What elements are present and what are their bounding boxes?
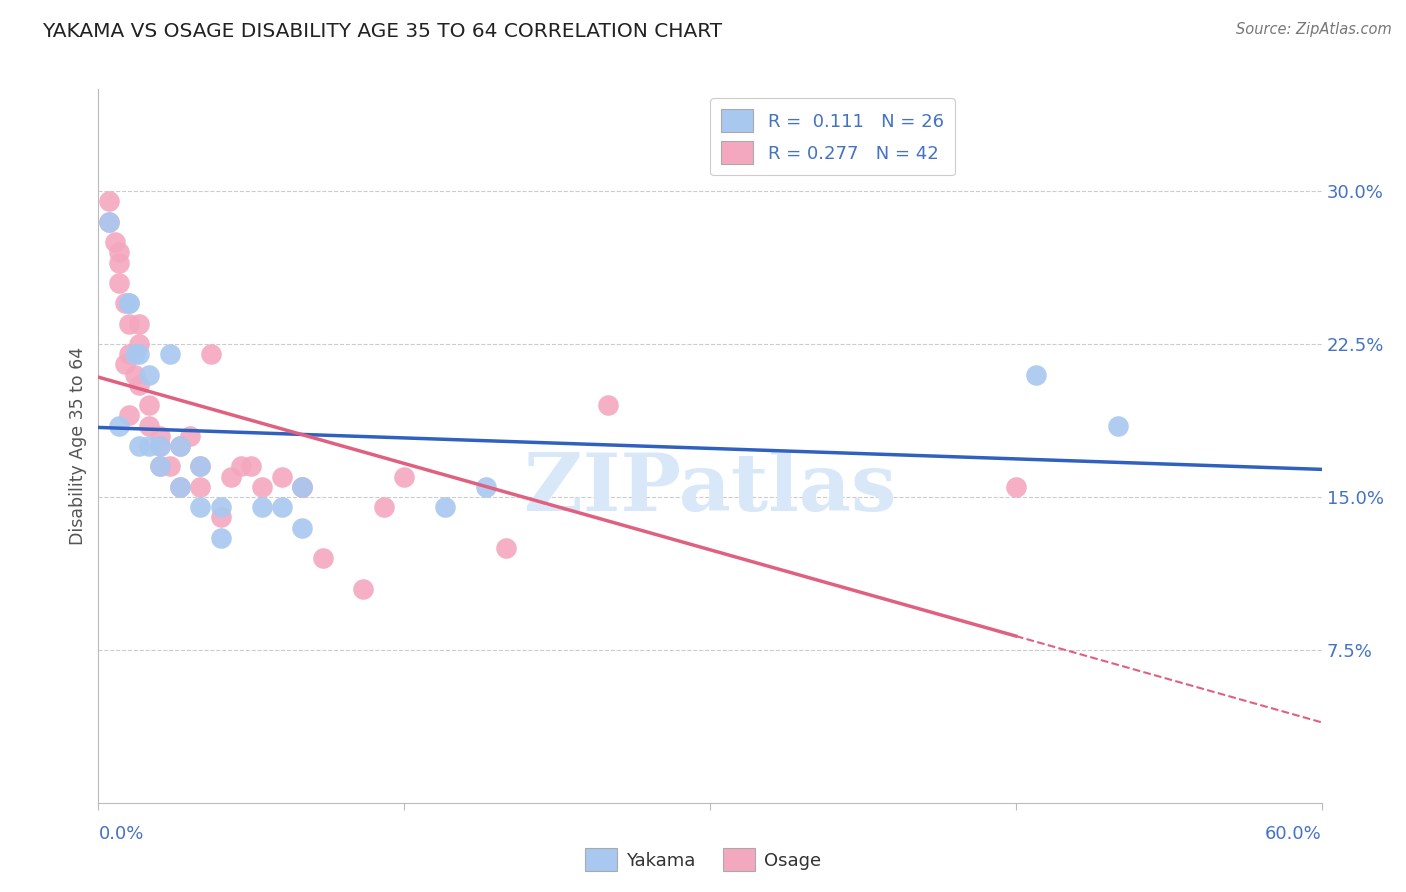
Point (1107, 418, 1129, 433)
Point (97, 194, 120, 209)
Text: YAKAMA VS OSAGE DISABILITY AGE 35 TO 64 CORRELATION CHART: YAKAMA VS OSAGE DISABILITY AGE 35 TO 64 … (42, 22, 723, 41)
Point (128, 317, 150, 331)
Point (219, 469, 242, 483)
Point (118, 296, 141, 310)
Point (312, 551, 335, 566)
Point (231, 459, 253, 474)
Point (159, 459, 181, 474)
Point (270, 469, 294, 483)
Point (97, 215, 120, 229)
Point (291, 480, 314, 494)
Point (209, 500, 232, 515)
Point (188, 480, 212, 494)
Point (188, 500, 212, 515)
Point (138, 418, 160, 433)
Point (495, 541, 517, 555)
Point (159, 347, 181, 361)
Text: Source: ZipAtlas.com: Source: ZipAtlas.com (1236, 22, 1392, 37)
Point (128, 377, 150, 392)
Legend: Yakama, Osage: Yakama, Osage (578, 841, 828, 879)
Point (240, 459, 263, 474)
Point (169, 439, 191, 453)
Point (108, 276, 131, 290)
Text: ZIPatlas: ZIPatlas (524, 450, 896, 528)
Text: 60.0%: 60.0% (1265, 825, 1322, 843)
Point (270, 500, 294, 515)
Point (373, 500, 395, 515)
Point (474, 480, 498, 494)
Y-axis label: Disability Age 35 to 64: Disability Age 35 to 64 (69, 347, 87, 545)
Point (352, 582, 374, 596)
Point (128, 347, 150, 361)
Point (598, 398, 620, 412)
Point (188, 459, 212, 474)
Point (138, 398, 160, 412)
Point (124, 368, 146, 382)
Point (169, 480, 191, 494)
Point (118, 347, 141, 361)
Legend: R =  0.111   N = 26, R = 0.277   N = 42: R = 0.111 N = 26, R = 0.277 N = 42 (710, 98, 955, 176)
Point (108, 255, 131, 269)
Point (291, 480, 314, 494)
Point (114, 358, 136, 372)
Point (188, 459, 212, 474)
Point (209, 531, 232, 545)
Point (149, 439, 172, 453)
Point (291, 520, 314, 534)
Point (392, 469, 416, 483)
Point (291, 480, 314, 494)
Point (250, 480, 273, 494)
Point (1004, 480, 1026, 494)
Point (124, 347, 146, 361)
Point (118, 296, 141, 310)
Point (169, 439, 191, 453)
Point (104, 235, 127, 249)
Point (118, 409, 141, 423)
Point (179, 429, 201, 443)
Text: 0.0%: 0.0% (98, 825, 143, 843)
Point (169, 480, 191, 494)
Point (128, 439, 150, 453)
Point (128, 337, 150, 351)
Point (250, 500, 273, 515)
Point (209, 510, 232, 524)
Point (1025, 368, 1047, 382)
Point (200, 347, 222, 361)
Point (138, 439, 160, 453)
Point (108, 418, 131, 433)
Point (149, 429, 172, 443)
Point (114, 296, 136, 310)
Point (138, 368, 160, 382)
Point (149, 459, 172, 474)
Point (149, 459, 172, 474)
Point (108, 245, 131, 260)
Point (97, 215, 120, 229)
Point (118, 317, 141, 331)
Point (149, 439, 172, 453)
Point (434, 500, 457, 515)
